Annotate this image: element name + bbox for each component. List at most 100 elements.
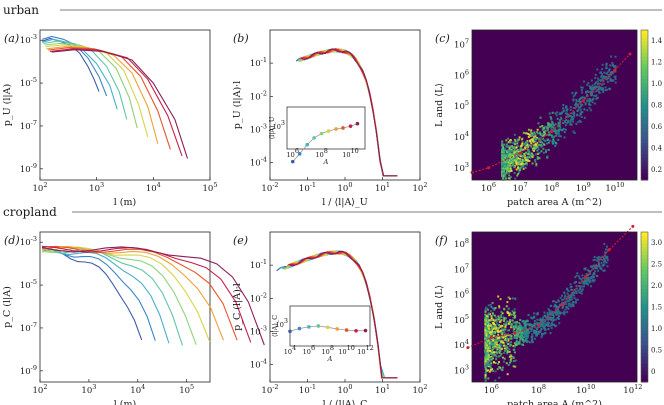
heatmap-cell (506, 156, 509, 159)
heatmap-cell (580, 115, 583, 118)
heatmap-cell (492, 339, 495, 342)
heatmap-cell (514, 140, 517, 143)
heatmap-cell (578, 281, 581, 284)
heatmap-cell (573, 115, 576, 118)
heatmap-cell (521, 158, 524, 161)
heatmap-cell (518, 162, 521, 165)
heatmap-cell (571, 288, 574, 291)
heatmap-cell (544, 331, 547, 334)
heatmap-cell (605, 255, 608, 258)
colorbar-step (641, 131, 648, 136)
heatmap-cell (565, 106, 568, 109)
heatmap-cell (597, 264, 600, 267)
heatmap-cell (564, 121, 567, 124)
y-tick-label: 10-2 (250, 291, 267, 304)
heatmap-cell (526, 320, 529, 323)
heatmap-cell (519, 318, 522, 321)
mean-point (550, 130, 554, 134)
heatmap-cell (492, 357, 495, 360)
heatmap-cell (533, 135, 536, 138)
heatmap-cell (575, 122, 578, 125)
heatmap-cell (541, 334, 544, 337)
heatmap-cell (511, 145, 514, 148)
heatmap-cell (531, 317, 534, 320)
heatmap-cell (510, 169, 513, 172)
heatmap-cell (534, 133, 537, 136)
heatmap-cell (570, 123, 573, 126)
inset-point (348, 124, 353, 128)
heatmap-cell (555, 134, 558, 137)
heatmap-cell (554, 142, 557, 145)
colorbar-step (641, 168, 648, 173)
heatmap-cell (508, 348, 511, 351)
heatmap-cell (499, 346, 502, 349)
heatmap-cell (522, 165, 525, 168)
heatmap-cell (501, 151, 504, 154)
heatmap-cell (578, 275, 581, 278)
heatmap-cell (501, 140, 504, 143)
heatmap-cell (524, 141, 527, 144)
heatmap-cell (507, 307, 510, 310)
heatmap-cell (534, 143, 537, 146)
heatmap-cell (552, 136, 555, 139)
heatmap-cell (498, 330, 501, 333)
heatmap-cell (507, 343, 510, 346)
heatmap-cell (536, 311, 539, 314)
heatmap-cell (547, 123, 550, 126)
heatmap-cell (484, 372, 487, 375)
heatmap-cell (487, 377, 490, 380)
heatmap-cell (521, 141, 524, 144)
heatmap-cell (527, 334, 530, 337)
heatmap-cell (550, 118, 553, 121)
heatmap-cell (517, 328, 520, 331)
heatmap-cell (587, 91, 590, 94)
heatmap-cell (607, 77, 610, 80)
heatmap-cell (553, 130, 556, 133)
heatmap-cell (609, 87, 612, 90)
heatmap-cell (569, 119, 572, 122)
heatmap-cell (607, 70, 610, 73)
colorbar-step (641, 359, 648, 364)
colorbar-step (641, 90, 648, 95)
heatmap-cell (573, 297, 576, 300)
heatmap-cell (499, 298, 502, 301)
heatmap-cell (484, 375, 487, 378)
mean-point (466, 346, 470, 350)
heatmap-cell (533, 316, 536, 319)
heatmap-cell (564, 128, 567, 131)
heatmap-cell (503, 157, 506, 160)
colorbar-label: 0.6 (651, 123, 663, 131)
panel-label: (f) (435, 234, 448, 247)
colorbar-step (641, 172, 648, 177)
heatmap-cell (541, 332, 544, 335)
heatmap-cell (584, 279, 587, 282)
mean-point (518, 151, 522, 155)
heatmap-cell (570, 303, 573, 306)
colorbar-label: 0.8 (651, 102, 662, 110)
heatmap-cell (497, 350, 500, 353)
heatmap-cell (530, 152, 533, 155)
heatmap-cell (575, 284, 578, 287)
series-line (289, 250, 398, 379)
y-tick-label: 10-9 (20, 364, 37, 377)
heatmap-cell (545, 134, 548, 137)
y-tick-label: 104 (454, 338, 469, 351)
heatmap-cell (585, 273, 588, 276)
heatmap-cell (499, 320, 502, 323)
heatmap-cell (519, 337, 522, 340)
heatmap-cell (568, 298, 571, 301)
heatmap-cell (558, 322, 561, 325)
heatmap-cell (603, 263, 606, 266)
heatmap-cell (589, 272, 592, 275)
heatmap-cell (588, 85, 591, 88)
heatmap-cell (489, 331, 492, 334)
heatmap-cell (503, 344, 506, 347)
heatmap-cell (504, 334, 507, 337)
heatmap-cell (575, 102, 578, 105)
heatmap-cell (609, 71, 612, 74)
colorbar-label: 1.0 (651, 80, 662, 88)
heatmap-cell (573, 111, 576, 114)
heatmap-cell (493, 309, 496, 312)
heatmap-cell (599, 267, 602, 270)
heatmap-cell (513, 158, 516, 161)
